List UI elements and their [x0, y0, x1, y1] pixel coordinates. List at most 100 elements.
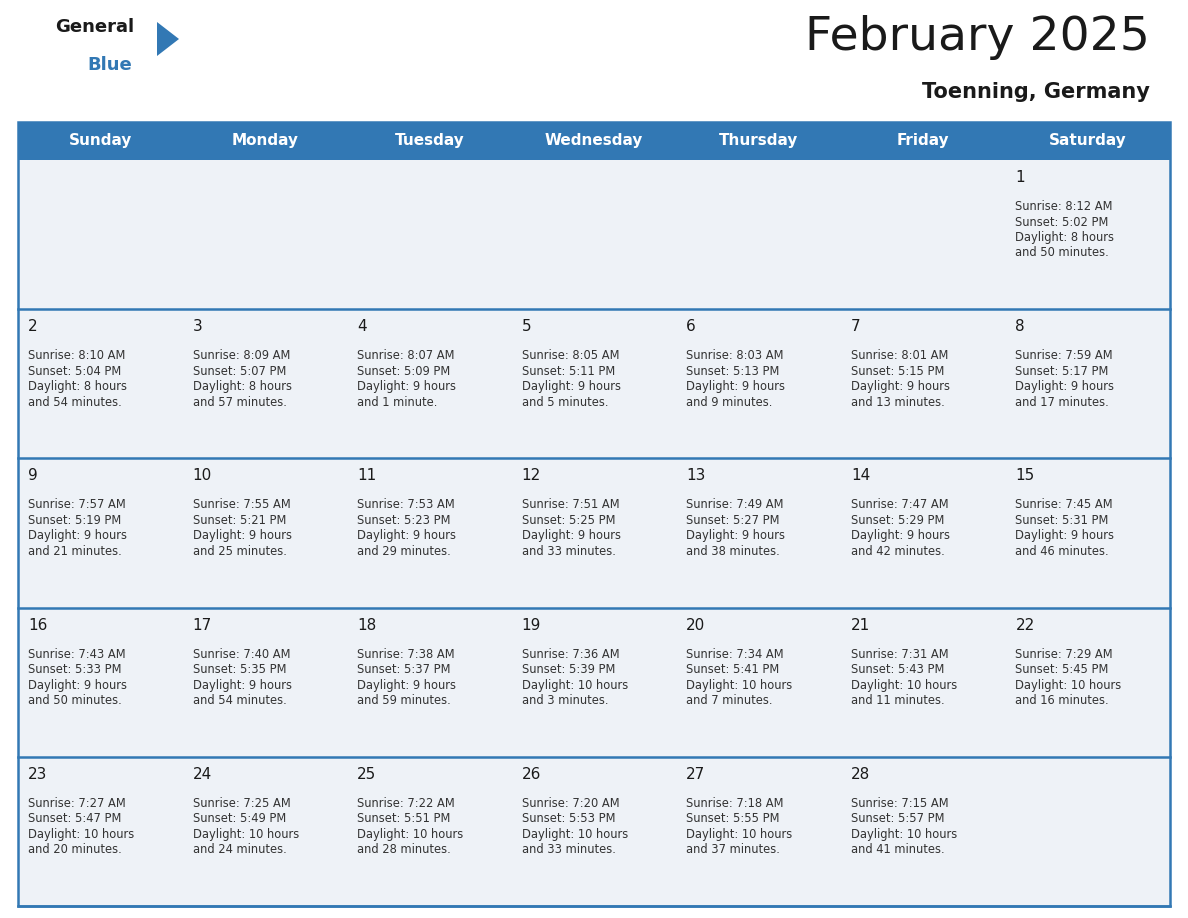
Bar: [183, 309, 347, 458]
Text: Daylight: 9 hours: Daylight: 9 hours: [522, 380, 620, 393]
Text: and 46 minutes.: and 46 minutes.: [1016, 545, 1110, 558]
Bar: [18, 122, 1170, 906]
Text: Tuesday: Tuesday: [394, 133, 465, 149]
Text: Sunset: 5:13 PM: Sunset: 5:13 PM: [687, 364, 779, 377]
Text: Daylight: 9 hours: Daylight: 9 hours: [358, 678, 456, 691]
Text: Sunset: 5:31 PM: Sunset: 5:31 PM: [1016, 514, 1108, 527]
Text: 20: 20: [687, 618, 706, 633]
Text: Sunrise: 8:09 AM: Sunrise: 8:09 AM: [192, 349, 290, 363]
Bar: [676, 756, 841, 906]
Text: 17: 17: [192, 618, 211, 633]
Text: Sunset: 5:15 PM: Sunset: 5:15 PM: [851, 364, 944, 377]
Text: and 38 minutes.: and 38 minutes.: [687, 545, 781, 558]
Text: Sunset: 5:02 PM: Sunset: 5:02 PM: [1016, 216, 1108, 229]
Bar: [512, 756, 676, 906]
Text: and 28 minutes.: and 28 minutes.: [358, 844, 451, 856]
Bar: [841, 608, 1005, 756]
Text: 18: 18: [358, 618, 377, 633]
Bar: [841, 309, 1005, 458]
Bar: [347, 608, 512, 756]
Bar: [676, 608, 841, 756]
Text: Daylight: 9 hours: Daylight: 9 hours: [29, 678, 127, 691]
Text: 12: 12: [522, 468, 541, 484]
Text: and 50 minutes.: and 50 minutes.: [29, 694, 121, 707]
Bar: [183, 608, 347, 756]
Text: Sunrise: 7:34 AM: Sunrise: 7:34 AM: [687, 647, 784, 661]
Text: and 33 minutes.: and 33 minutes.: [522, 844, 615, 856]
Text: 26: 26: [522, 767, 541, 782]
Text: Daylight: 10 hours: Daylight: 10 hours: [1016, 678, 1121, 691]
Text: Sunday: Sunday: [69, 133, 132, 149]
Text: Sunrise: 7:59 AM: Sunrise: 7:59 AM: [1016, 349, 1113, 363]
Polygon shape: [157, 22, 179, 56]
Bar: [18, 756, 183, 906]
Text: Wednesday: Wednesday: [545, 133, 643, 149]
Text: Sunrise: 8:03 AM: Sunrise: 8:03 AM: [687, 349, 784, 363]
Text: Sunset: 5:43 PM: Sunset: 5:43 PM: [851, 663, 944, 676]
Text: and 57 minutes.: and 57 minutes.: [192, 396, 286, 409]
Text: 9: 9: [29, 468, 38, 484]
Text: Daylight: 10 hours: Daylight: 10 hours: [192, 828, 299, 841]
Text: and 54 minutes.: and 54 minutes.: [192, 694, 286, 707]
Bar: [1005, 458, 1170, 608]
Text: and 29 minutes.: and 29 minutes.: [358, 545, 451, 558]
Bar: [1005, 756, 1170, 906]
Text: Sunrise: 8:07 AM: Sunrise: 8:07 AM: [358, 349, 455, 363]
Text: Sunset: 5:07 PM: Sunset: 5:07 PM: [192, 364, 286, 377]
Text: February 2025: February 2025: [805, 15, 1150, 60]
Text: Sunrise: 7:53 AM: Sunrise: 7:53 AM: [358, 498, 455, 511]
Text: and 5 minutes.: and 5 minutes.: [522, 396, 608, 409]
Text: Sunrise: 7:45 AM: Sunrise: 7:45 AM: [1016, 498, 1113, 511]
Text: and 42 minutes.: and 42 minutes.: [851, 545, 944, 558]
Text: 14: 14: [851, 468, 870, 484]
Bar: [18, 309, 183, 458]
Text: Sunrise: 7:43 AM: Sunrise: 7:43 AM: [29, 647, 126, 661]
Text: Saturday: Saturday: [1049, 133, 1126, 149]
Text: Sunset: 5:51 PM: Sunset: 5:51 PM: [358, 812, 450, 825]
Text: Sunrise: 7:55 AM: Sunrise: 7:55 AM: [192, 498, 290, 511]
Text: and 24 minutes.: and 24 minutes.: [192, 844, 286, 856]
Bar: [183, 756, 347, 906]
Text: Sunrise: 7:31 AM: Sunrise: 7:31 AM: [851, 647, 948, 661]
Text: Sunset: 5:04 PM: Sunset: 5:04 PM: [29, 364, 121, 377]
Bar: [841, 756, 1005, 906]
Bar: [347, 458, 512, 608]
Text: 13: 13: [687, 468, 706, 484]
Text: and 13 minutes.: and 13 minutes.: [851, 396, 944, 409]
Text: Sunset: 5:11 PM: Sunset: 5:11 PM: [522, 364, 615, 377]
Text: Sunset: 5:53 PM: Sunset: 5:53 PM: [522, 812, 615, 825]
Text: Sunset: 5:55 PM: Sunset: 5:55 PM: [687, 812, 779, 825]
Text: Daylight: 9 hours: Daylight: 9 hours: [29, 530, 127, 543]
Bar: [183, 458, 347, 608]
Text: and 54 minutes.: and 54 minutes.: [29, 396, 121, 409]
Text: Sunset: 5:23 PM: Sunset: 5:23 PM: [358, 514, 450, 527]
Text: Daylight: 9 hours: Daylight: 9 hours: [687, 380, 785, 393]
Text: Daylight: 8 hours: Daylight: 8 hours: [29, 380, 127, 393]
Text: Daylight: 10 hours: Daylight: 10 hours: [851, 678, 958, 691]
Text: Sunrise: 7:27 AM: Sunrise: 7:27 AM: [29, 797, 126, 810]
Text: Thursday: Thursday: [719, 133, 798, 149]
Text: Sunrise: 7:25 AM: Sunrise: 7:25 AM: [192, 797, 290, 810]
Text: 23: 23: [29, 767, 48, 782]
Text: and 33 minutes.: and 33 minutes.: [522, 545, 615, 558]
Text: Sunrise: 7:15 AM: Sunrise: 7:15 AM: [851, 797, 948, 810]
Text: Sunset: 5:37 PM: Sunset: 5:37 PM: [358, 663, 450, 676]
Text: 16: 16: [29, 618, 48, 633]
Text: 25: 25: [358, 767, 377, 782]
Text: Sunrise: 8:01 AM: Sunrise: 8:01 AM: [851, 349, 948, 363]
Text: Sunrise: 7:22 AM: Sunrise: 7:22 AM: [358, 797, 455, 810]
Text: 19: 19: [522, 618, 541, 633]
Text: and 50 minutes.: and 50 minutes.: [1016, 247, 1110, 260]
Bar: [512, 458, 676, 608]
Bar: [18, 458, 183, 608]
Text: Sunset: 5:35 PM: Sunset: 5:35 PM: [192, 663, 286, 676]
Text: 4: 4: [358, 319, 367, 334]
Text: Sunrise: 7:51 AM: Sunrise: 7:51 AM: [522, 498, 619, 511]
Text: Sunrise: 8:10 AM: Sunrise: 8:10 AM: [29, 349, 126, 363]
Text: Sunrise: 7:29 AM: Sunrise: 7:29 AM: [1016, 647, 1113, 661]
Text: Sunset: 5:29 PM: Sunset: 5:29 PM: [851, 514, 944, 527]
Text: Sunset: 5:57 PM: Sunset: 5:57 PM: [851, 812, 944, 825]
Text: Daylight: 9 hours: Daylight: 9 hours: [1016, 380, 1114, 393]
Text: Sunset: 5:49 PM: Sunset: 5:49 PM: [192, 812, 286, 825]
Text: 8: 8: [1016, 319, 1025, 334]
